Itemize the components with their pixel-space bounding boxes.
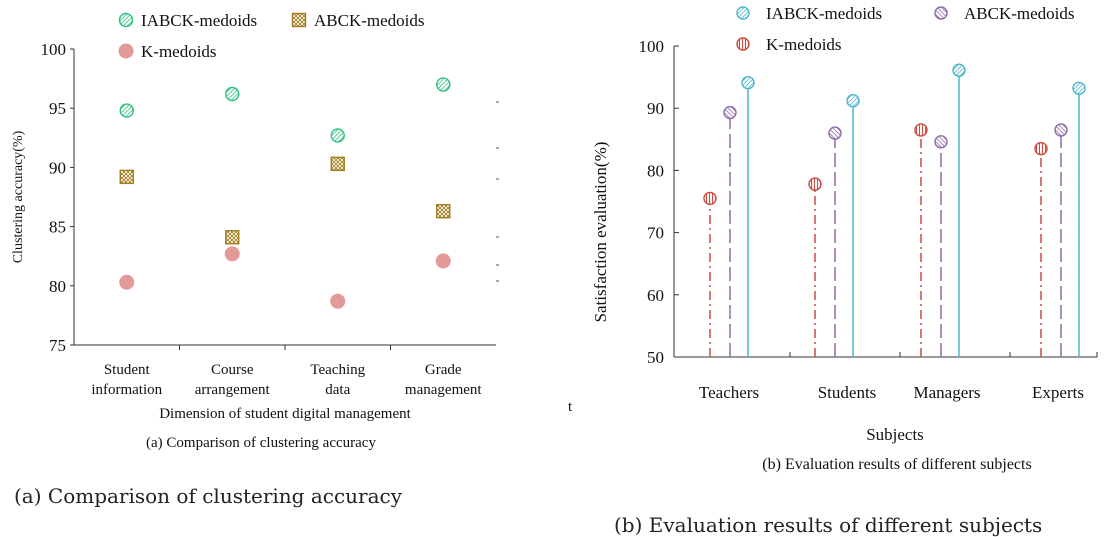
chart-a-axes [73,49,496,350]
chart-b-legend-marker [934,6,948,20]
chart-a-point [119,103,134,118]
chart-a-point [225,86,240,102]
chart-b-stems [703,63,1086,357]
chart-b-legend-marker [736,37,750,51]
chart-a-y-tick-label: 100 [41,40,67,59]
chart-b-stem-marker [741,75,755,90]
chart-b-legend-label: K-medoids [766,35,842,54]
chart-a-legend-marker [118,12,134,28]
chart-b-category-label: Managers [913,383,980,402]
chart-b-stem-marker [1054,123,1068,137]
chart-b-axes [673,46,1098,358]
chart-b-y-tick-label: 50 [647,348,664,367]
chart-a-point [225,230,240,245]
chart-a-point [330,128,345,143]
chart-a-legend-marker [118,43,134,59]
chart-a-x-axis-label: Dimension of student digital management [159,406,411,422]
chart-b-stem-marker [808,177,822,191]
chart-a-category-label: Course [211,362,254,378]
chart-b-category-label: Teachers [699,383,759,402]
chart-a-y-tick-label: 85 [49,218,66,237]
caption-left: (a) Comparison of clustering accuracy [14,484,403,508]
clustering-accuracy-chart: 75 80 85 90 95 100 Student information Course ar… [11,11,499,451]
chart-a-title: (a) Comparison of clustering accuracy [146,435,376,451]
chart-b-x-axis-label: Subjects [866,425,924,444]
chart-a-legend-label: K-medoids [141,42,217,61]
chart-a-point [224,246,240,262]
stray-mark: t [568,399,573,415]
chart-a-category-label: arrangement [195,382,271,398]
chart-b-legend-label: IABCK-medoids [766,4,882,23]
chart-b-stem-marker [1072,81,1086,95]
chart-b-y-tick-label: 100 [639,37,665,56]
chart-b-stem-marker [914,123,928,137]
chart-b-stem-marker [828,126,842,140]
chart-a-point [436,204,451,219]
chart-b-legend: K-medoids ABCK-medoids IABCK-medoids [736,4,1075,54]
chart-b-category-label: Students [818,383,877,402]
chart-b-y-tick-label: 60 [647,286,664,305]
satisfaction-evaluation-chart: 50 60 70 80 90 100 Teachers Students Managers Ex… [591,4,1098,473]
chart-a-category-labels: Student information Course arrangement Teach… [91,362,482,398]
chart-a-y-tick-label: 80 [49,277,66,296]
chart-a-category-label: data [325,382,350,398]
chart-a-legend-marker [291,12,307,28]
chart-b-stem-marker [1034,141,1048,156]
caption-right: (b) Evaluation results of different subj… [614,513,1043,537]
chart-b-category-label: Experts [1032,383,1084,402]
chart-b-y-tick-label: 70 [647,224,664,243]
chart-b-title: (b) Evaluation results of different subj… [762,456,1031,473]
chart-a-points [119,77,451,309]
chart-b-y-ticks: 50 60 70 80 90 100 [639,37,679,367]
chart-a-category-label: Teaching [310,362,365,378]
chart-a-y-tick-label: 90 [49,158,66,177]
chart-a-point [330,293,346,309]
chart-b-stem-marker [723,105,737,120]
chart-a-legend-label: IABCK-medoids [141,11,257,30]
chart-a-point [436,77,451,92]
chart-b-legend-marker [736,6,750,20]
chart-b-legend-label: ABCK-medoids [964,4,1075,23]
chart-a-point [330,156,345,172]
chart-a-edge-marks [496,101,499,282]
chart-a-category-label: Student [104,362,151,378]
chart-a-y-ticks: 75 80 85 90 95 100 [41,40,74,355]
chart-a-legend: IABCK-medoids ABCK-medoids K-medoids [118,11,425,61]
chart-b-category-labels: Teachers Students Managers Experts [699,383,1084,402]
chart-b-stem-marker [952,63,966,77]
chart-a-category-label: Grade [425,362,462,378]
chart-b-stem-marker [934,135,948,149]
chart-a-y-tick-label: 75 [49,336,66,355]
chart-a-point [435,253,451,269]
chart-b-stem-marker [846,94,860,108]
chart-a-y-tick-label: 95 [49,99,66,118]
chart-a-y-axis-label: Clustering accuracy(%) [11,130,26,263]
chart-b-y-tick-label: 90 [647,99,664,118]
chart-a-point [119,274,135,290]
chart-b-y-axis-label: Satisfaction evaluation(%) [591,142,610,323]
chart-a-category-label: information [91,382,162,398]
chart-b-stem-marker [703,191,717,206]
chart-a-category-label: management [405,382,482,398]
chart-a-legend-label: ABCK-medoids [314,11,425,30]
chart-b-y-tick-label: 80 [647,161,664,180]
chart-a-point [119,169,134,185]
